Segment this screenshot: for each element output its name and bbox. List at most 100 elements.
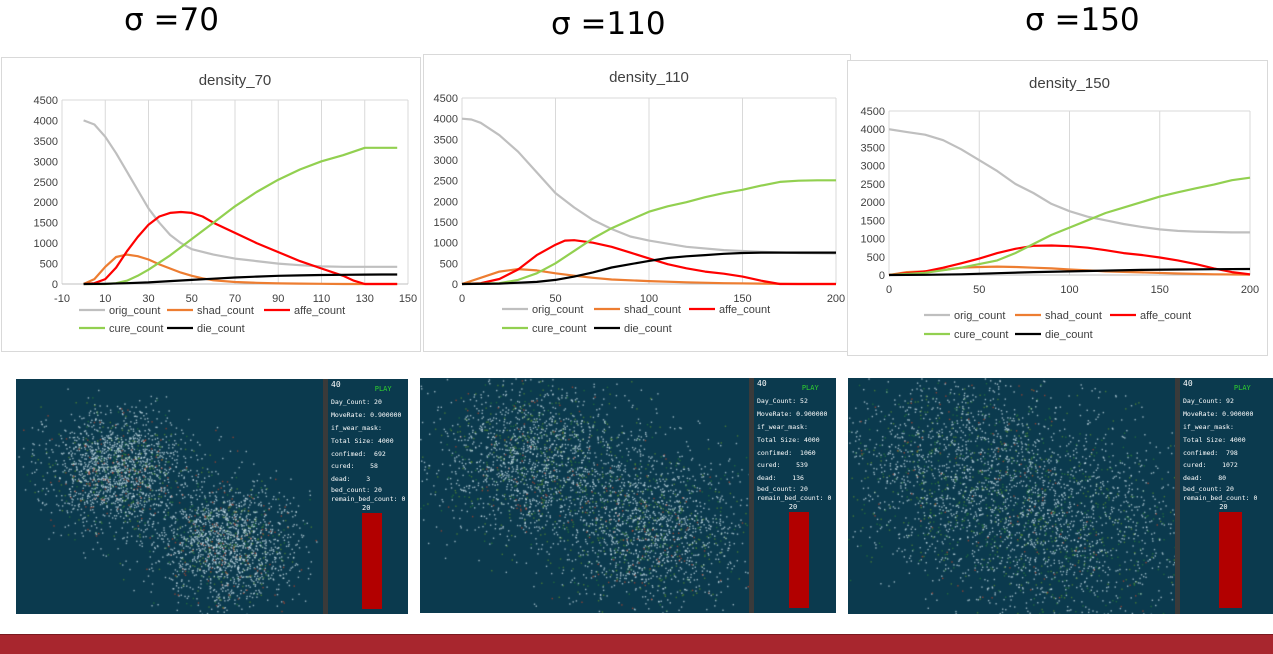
x-tick-label: 30 (142, 293, 154, 305)
legend-label: cure_count (532, 323, 586, 335)
y-tick-label: 1000 (861, 234, 885, 246)
stat-row: dead: 136 (757, 474, 804, 483)
y-tick-label: 500 (440, 258, 458, 270)
legend-label: affe_count (1140, 310, 1191, 322)
play-button[interactable]: PLAY (374, 385, 392, 393)
stats-sidebar-1: 40 PLAY Day_Count: 20 MoveRate: 0.900000 if_… (323, 379, 408, 614)
corner-number: 40 (757, 379, 767, 388)
y-tick-label: 3000 (34, 156, 58, 168)
bed-bar-label: 20 (1219, 503, 1228, 511)
x-tick-label: 150 (1151, 284, 1169, 296)
simulation-panel-1: 40 PLAY Day_Count: 20 MoveRate: 0.900000 if_… (16, 379, 408, 614)
y-tick-label: 2000 (34, 197, 58, 209)
stat-row: Day_Count: 92 (1183, 397, 1234, 405)
x-tick-label: 0 (886, 284, 892, 296)
legend-label: orig_count (532, 304, 583, 316)
series-line-die_count (888, 267, 1251, 277)
legend-label: orig_count (954, 310, 1005, 322)
y-tick-label: 4500 (861, 106, 885, 118)
stat-row: if_wear_mask: (757, 422, 808, 431)
y-tick-label: 1500 (34, 218, 58, 230)
legend-label: cure_count (954, 329, 1008, 341)
x-tick-label: 150 (733, 293, 751, 305)
stat-row: Total Size: 4000 (331, 436, 394, 445)
stat-row: Total Size: 4000 (757, 435, 820, 444)
y-tick-label: 500 (867, 252, 885, 264)
y-tick-label: 500 (40, 259, 58, 271)
stat-row: bed_count: 20 (1183, 485, 1234, 494)
chart-title: density_110 (609, 69, 689, 86)
series-line-die_count (461, 251, 836, 286)
y-tick-label: 4500 (434, 93, 458, 105)
legend-label: shad_count (197, 305, 254, 317)
stat-row: dead: 3 (331, 475, 371, 484)
play-button[interactable]: PLAY (801, 384, 819, 392)
chart-title: density_70 (199, 72, 272, 89)
series-line-cure_count (888, 176, 1251, 277)
stat-row: remain_bed_count: 0 (331, 495, 406, 504)
x-tick-label: 50 (549, 293, 561, 305)
series-line-orig_count (83, 119, 398, 268)
legend-label: orig_count (109, 305, 160, 317)
y-tick-label: 2000 (861, 197, 885, 209)
y-tick-label: 3500 (34, 136, 58, 148)
x-tick-label: 50 (186, 293, 198, 305)
corner-number: 40 (1183, 379, 1193, 388)
chart-svg-1: density_70 0 500 1000 1500 2000 2500 3000 3500 40… (34, 72, 418, 335)
stat-row: Day_Count: 52 (757, 397, 808, 405)
stats-sidebar-3: 40 PLAY Day_Count: 92 MoveRate: 0.900000 if_… (1175, 378, 1273, 614)
chart-panel-1: density_70 0 500 1000 1500 2000 2500 3000 3500 40… (1, 57, 421, 352)
particle-field-1 (16, 379, 323, 614)
series-line-orig_count (888, 128, 1250, 234)
x-tick-label: 0 (459, 293, 465, 305)
legend-label: die_count (197, 323, 245, 335)
x-tick-label: 10 (99, 293, 111, 305)
simulation-panel-2: 40 PLAY Day_Count: 52 MoveRate: 0.900000 if_… (420, 378, 836, 613)
stat-row: confimed: 798 (1183, 448, 1238, 457)
particle-field-3 (848, 378, 1175, 614)
x-tick-label: 110 (313, 293, 331, 305)
bed-occupancy-bar (1219, 512, 1242, 608)
stats-list: Day_Count: 20 MoveRate: 0.900000 if_wear_m… (331, 396, 405, 504)
footer-bar (0, 634, 1273, 654)
y-tick-label: 2000 (434, 196, 458, 208)
y-tick-label: 0 (879, 270, 885, 282)
y-tick-label: 3000 (861, 161, 885, 173)
chart-title: density_150 (1029, 75, 1110, 92)
stat-row: cured: 539 (757, 461, 808, 470)
chart-svg-2: density_11005001000150020002500300035004… (434, 69, 846, 335)
stat-row: Day_Count: 20 (331, 398, 382, 406)
series-line-shad_count (461, 268, 836, 286)
series-line-affe_count (888, 244, 1251, 277)
stat-row: MoveRate: 0.900000 (331, 410, 402, 419)
x-tick-label: 100 (1060, 284, 1078, 296)
y-tick-label: 1000 (434, 238, 458, 250)
series-line-orig_count (461, 117, 837, 255)
stat-row: remain_bed_count: 0 (757, 494, 832, 503)
legend-label: cure_count (109, 323, 163, 335)
y-tick-label: 3500 (861, 142, 885, 154)
stat-row: cured: 1072 (1183, 461, 1238, 470)
x-tick-label: 90 (272, 293, 284, 305)
legend-label: die_count (624, 323, 672, 335)
play-button[interactable]: PLAY (1233, 384, 1251, 392)
legend-label: affe_count (719, 304, 770, 316)
sigma-heading-2: σ =110 (551, 6, 666, 42)
stat-row: remain_bed_count: 0 (1183, 494, 1258, 503)
series-line-shad_count (83, 253, 398, 286)
chart-panel-3: density_150 0 500 1000 1500 2000 2500 3000 3500 4… (847, 60, 1268, 356)
y-tick-label: 1500 (434, 217, 458, 229)
bed-bar-label: 20 (362, 504, 371, 512)
x-tick-label: -10 (54, 293, 70, 305)
y-tick-label: 3500 (434, 134, 458, 146)
stat-row: Total Size: 4000 (1183, 435, 1246, 444)
series-line-cure_count (83, 146, 398, 286)
legend-label: shad_count (624, 304, 681, 316)
y-tick-label: 4500 (34, 95, 58, 107)
sigma-heading-1: σ =70 (124, 2, 219, 38)
legend-label: affe_count (294, 305, 345, 317)
x-tick-label: 200 (827, 293, 845, 305)
series-line-affe_count (461, 239, 836, 286)
corner-number: 40 (331, 380, 341, 389)
stat-row: MoveRate: 0.900000 (757, 409, 828, 418)
